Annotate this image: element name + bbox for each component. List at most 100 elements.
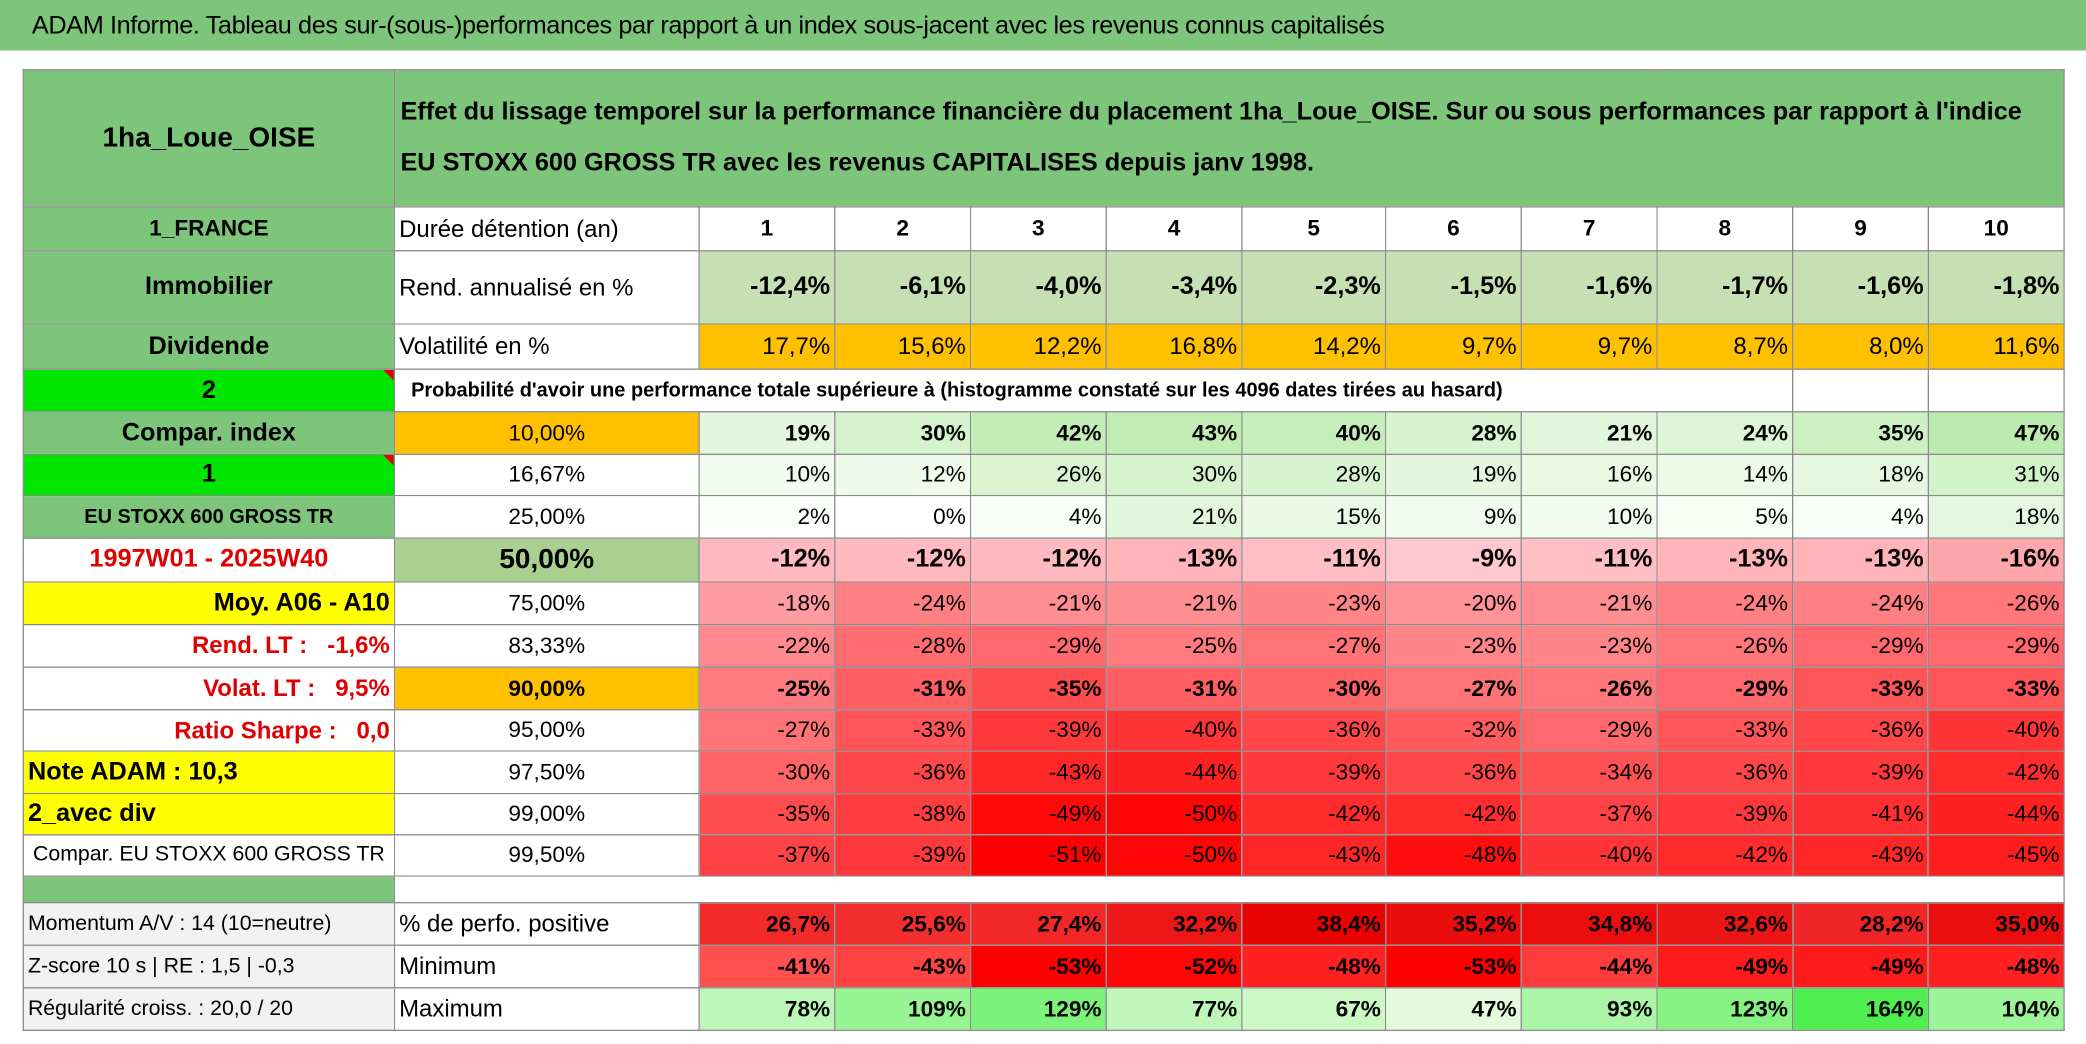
value-cell: -21% (1105, 581, 1243, 626)
value-cell: -42% (1241, 792, 1387, 836)
value-cell: -39% (969, 709, 1107, 752)
value-cell: -27% (698, 709, 836, 752)
value-cell: -20% (1384, 581, 1522, 626)
value-cell: -39% (1791, 750, 1930, 795)
value-cell: -23% (1520, 623, 1658, 668)
table-row: Ratio Sharpe : 0,0 95,00% -27% -33% -39% -40%… (22, 709, 2065, 752)
row-caption: 10,00% (393, 411, 700, 455)
value-cell: -50% (1105, 834, 1243, 877)
column-header: 7 (1520, 206, 1658, 252)
value-cell: -21% (1520, 581, 1658, 626)
table-row: Compar. index 10,00% 19% 30% 42% 43% 40% 28% 21%… (22, 411, 2065, 455)
value-cell: 47% (1927, 411, 2065, 455)
value-cell: -31% (1105, 666, 1243, 711)
value-cell: 19% (698, 411, 836, 455)
value-cell: 67% (1241, 987, 1387, 1032)
empty-cell (1927, 368, 2065, 413)
value-cell: -49% (1656, 944, 1794, 989)
row-label: Compar. EU STOXX 600 GROSS TR (22, 834, 396, 877)
table-row: Immobilier Rend. annualisé en % -12,4% -6,1… (22, 250, 2065, 325)
value-cell: -36% (1241, 709, 1387, 752)
table-row: Compar. EU STOXX 600 GROSS TR 99,50% -37% -… (22, 834, 2065, 877)
column-header: 5 (1241, 206, 1387, 252)
value-cell: 30% (834, 411, 972, 455)
asset-name: 1ha_Loue_OISE (22, 69, 396, 208)
table-row: Moy. A06 - A10 75,00% -18% -24% -21% -21% -23%… (22, 581, 2065, 626)
row-caption: 50,00% (393, 537, 700, 583)
value-cell: -11% (1520, 537, 1658, 583)
value-cell: -49% (969, 792, 1107, 836)
value-cell: 32,2% (1105, 901, 1243, 946)
row-label: 1997W01 - 2025W40 (22, 537, 396, 583)
value-cell: -12,4% (698, 250, 836, 325)
title-bar: ADAM Informe. Tableau des sur-(sous-)per… (0, 0, 2086, 51)
value-cell: 4% (1791, 494, 1930, 539)
value-cell: -51% (969, 834, 1107, 877)
value-cell: 78% (698, 987, 836, 1032)
value-cell: -36% (1656, 750, 1794, 795)
row-caption: Volatilité en % (393, 323, 700, 370)
value-cell: -33% (1656, 709, 1794, 752)
value-cell: -29% (1927, 623, 2065, 668)
value-cell: -24% (1791, 581, 1930, 626)
value-cell: 4% (969, 494, 1107, 539)
value-cell: -13% (1791, 537, 1930, 583)
value-cell: -11% (1241, 537, 1387, 583)
value-cell: 164% (1791, 987, 1930, 1032)
value-cell: -12% (969, 537, 1107, 583)
value-cell: -12% (698, 537, 836, 583)
value-cell: -34% (1520, 750, 1658, 795)
value-cell: 123% (1656, 987, 1794, 1032)
value-cell: 28% (1241, 453, 1387, 497)
value-cell: -43% (969, 750, 1107, 795)
value-cell: 35,0% (1927, 901, 2065, 946)
value-cell: -50% (1105, 792, 1243, 836)
value-cell: -9% (1384, 537, 1522, 583)
value-cell: -48% (1384, 834, 1522, 877)
value-cell: 15% (1241, 494, 1387, 539)
row-label: Immobilier (22, 250, 396, 325)
value-cell: 11,6% (1927, 323, 2065, 370)
value-cell: -39% (1241, 750, 1387, 795)
value-cell: -43% (1791, 834, 1930, 877)
value-cell: -33% (834, 709, 972, 752)
row-caption: Maximum (393, 987, 700, 1032)
value-cell: -26% (1927, 581, 2065, 626)
column-header: 2 (834, 206, 972, 252)
value-cell: -35% (698, 792, 836, 836)
value-cell: -26% (1656, 623, 1794, 668)
value-cell: -32% (1384, 709, 1522, 752)
value-cell: 25,6% (834, 901, 972, 946)
column-header: 1 (698, 206, 836, 252)
value-cell: 12% (834, 453, 972, 497)
value-cell: -4,0% (969, 250, 1107, 325)
value-cell: -28% (834, 623, 972, 668)
value-cell: 129% (969, 987, 1107, 1032)
row-label: 2 (22, 368, 396, 413)
value-cell: 9,7% (1520, 323, 1658, 370)
value-cell: -23% (1384, 623, 1522, 668)
value-cell: -18% (698, 581, 836, 626)
value-cell: -40% (1520, 834, 1658, 877)
value-cell: 35% (1791, 411, 1930, 455)
value-cell: -2,3% (1241, 250, 1387, 325)
row-caption: 95,00% (393, 709, 700, 752)
value-cell: 26% (969, 453, 1107, 497)
value-cell: 0% (834, 494, 972, 539)
table-row: Momentum A/V : 14 (10=neutre)% de perfo.… (22, 901, 2065, 946)
table-row: 1 16,67% 10% 12% 26% 30% 28% 19% 16% 14% 18% 31% (22, 453, 2065, 497)
value-cell: 26,7% (698, 901, 836, 946)
value-cell: -37% (1520, 792, 1658, 836)
value-cell: -36% (1791, 709, 1930, 752)
value-cell: -35% (969, 666, 1107, 711)
value-cell: -1,5% (1384, 250, 1522, 325)
value-cell: -3,4% (1105, 250, 1243, 325)
value-cell: -1,8% (1927, 250, 2065, 325)
title: ADAM Informe. Tableau des sur-(sous-)per… (31, 11, 1385, 40)
value-cell: 47% (1384, 987, 1522, 1032)
value-cell: 19% (1384, 453, 1522, 497)
value-cell: -41% (698, 944, 836, 989)
spacer-cell (393, 875, 2065, 904)
